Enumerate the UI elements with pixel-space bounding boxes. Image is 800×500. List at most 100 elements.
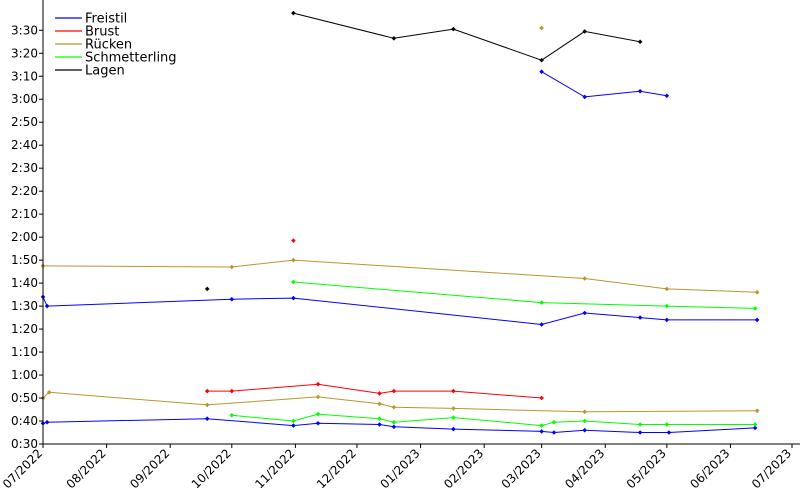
- x-tick-label: 05/2023: [624, 446, 669, 491]
- data-point: [551, 430, 557, 435]
- data-point: [46, 390, 52, 395]
- data-point: [637, 430, 643, 435]
- data-point: [291, 418, 296, 424]
- data-point: [664, 303, 670, 309]
- y-tick-label: 1:00: [11, 368, 38, 382]
- data-point: [582, 427, 587, 433]
- y-tick-label: 2:00: [11, 230, 38, 244]
- data-point: [539, 25, 544, 31]
- data-point: [291, 257, 296, 263]
- legend-label: Schmetterling: [85, 51, 177, 66]
- data-point: [44, 419, 50, 425]
- series-line: [42, 418, 756, 434]
- y-tick-label: 1:20: [11, 322, 38, 336]
- data-point: [539, 69, 544, 74]
- data-point: [539, 429, 544, 434]
- data-point: [637, 88, 643, 94]
- data-point: [664, 286, 670, 292]
- x-tick-label: 12/2022: [314, 446, 359, 491]
- data-point: [291, 423, 296, 428]
- data-point: [204, 286, 210, 292]
- data-point: [451, 388, 456, 394]
- data-point: [229, 264, 235, 270]
- series-line: [231, 413, 756, 427]
- data-point: [664, 422, 670, 427]
- data-point: [664, 317, 670, 323]
- data-point: [539, 395, 544, 401]
- data-point: [539, 300, 544, 305]
- x-tick-label: 09/2022: [127, 446, 172, 491]
- data-point: [752, 425, 758, 431]
- data-point: [664, 93, 670, 99]
- x-tick-label: 03/2023: [499, 446, 544, 491]
- data-point: [539, 423, 544, 428]
- data-point: [391, 419, 397, 425]
- data-point: [315, 394, 321, 400]
- series-line: [42, 259, 758, 293]
- data-point: [582, 409, 587, 415]
- y-tick-label: 2:40: [11, 138, 38, 152]
- y-tick-label: 3:00: [11, 92, 38, 106]
- x-tick-label: 07/2022: [0, 446, 45, 491]
- x-tick-label: 07/2023: [749, 446, 794, 491]
- data-point: [582, 310, 587, 316]
- legend-label: Lagen: [85, 64, 125, 79]
- data-point: [391, 424, 397, 430]
- data-point: [637, 315, 643, 320]
- series-line: [207, 383, 542, 399]
- data-point: [539, 57, 544, 63]
- data-point: [291, 238, 296, 243]
- data-point: [377, 391, 382, 396]
- data-point: [44, 303, 50, 309]
- data-point: [291, 295, 296, 301]
- plot-lines: [42, 12, 758, 434]
- y-tick-label: 1:40: [11, 276, 38, 290]
- data-point: [391, 36, 397, 41]
- y-tick-label: 3:20: [11, 46, 38, 60]
- data-point: [754, 408, 760, 413]
- data-point: [315, 421, 321, 426]
- data-point: [391, 388, 397, 394]
- data-point: [539, 322, 544, 327]
- data-point: [752, 422, 758, 427]
- x-tick-label: 08/2022: [64, 446, 109, 491]
- x-tick-label: 04/2023: [562, 446, 607, 491]
- data-point: [582, 94, 587, 100]
- data-point: [752, 306, 758, 311]
- y-tick-label: 2:30: [11, 161, 38, 175]
- data-point: [291, 279, 296, 285]
- data-point: [551, 419, 557, 425]
- y-tick-label: 2:50: [11, 115, 38, 129]
- data-point: [229, 296, 235, 302]
- data-point: [582, 418, 587, 424]
- data-point: [377, 401, 382, 407]
- legend-label: Freistil: [85, 12, 127, 27]
- data-point: [204, 388, 210, 394]
- x-axis-ticks: 07/2022 08/2022 09/2022 10/2022 11/2022 12/20…: [0, 444, 794, 491]
- data-point: [391, 404, 397, 410]
- y-tick-label: 0:50: [11, 391, 38, 405]
- series-line: [293, 12, 641, 61]
- y-tick-label: 3:30: [11, 23, 38, 37]
- data-point: [451, 426, 456, 432]
- y-tick-label: 3:10: [11, 69, 38, 83]
- data-point: [451, 415, 456, 420]
- series-line: [293, 281, 756, 309]
- series-line: [42, 391, 758, 413]
- data-point: [204, 416, 210, 421]
- x-tick-label: 11/2022: [252, 446, 297, 491]
- y-tick-label: 0:30: [11, 437, 38, 451]
- x-tick-label: 01/2023: [378, 446, 423, 491]
- y-tick-label: 1:30: [11, 299, 38, 313]
- data-point: [754, 317, 760, 323]
- series-line: [42, 296, 758, 326]
- axes: [42, 0, 800, 445]
- data-point: [315, 411, 321, 417]
- y-tick-label: 2:10: [11, 207, 38, 221]
- data-point: [637, 39, 643, 45]
- data-point: [377, 422, 382, 427]
- y-axis-ticks: 0:30 0:40 0:50 1:00 1:10 1:20 1:30 1:40 1:50 2:00…: [11, 23, 43, 451]
- y-tick-label: 1:50: [11, 253, 38, 267]
